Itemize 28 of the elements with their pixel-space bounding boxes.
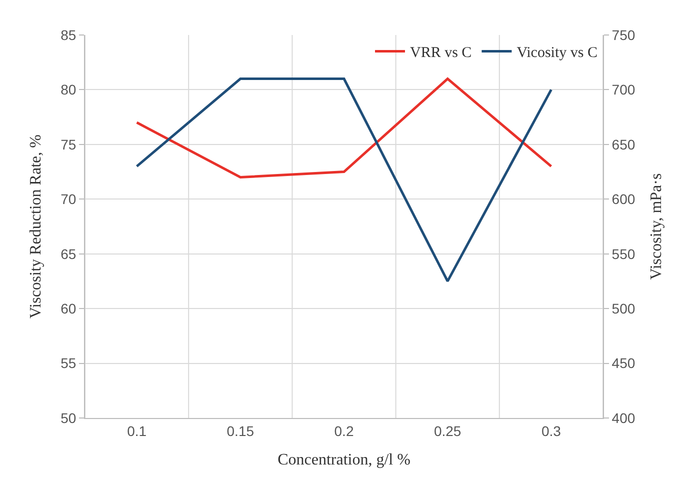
y2-tick-label: 750 <box>612 26 636 43</box>
y-tick-label: 75 <box>60 136 76 152</box>
y-tick-label: 85 <box>60 26 76 43</box>
y2-tick-label: 700 <box>612 82 636 98</box>
x-axis-title: Concentration, g/l % <box>278 452 410 468</box>
y2-tick-label: 550 <box>612 246 636 262</box>
y2-axis-title: Viscosity, mPa·s <box>648 173 666 280</box>
legend-label: VRR vs C <box>410 45 472 62</box>
y-tick-label: 80 <box>60 82 76 98</box>
y-tick-label: 55 <box>60 355 76 372</box>
legend-label: Vicosity vs C <box>516 45 598 62</box>
line-series <box>136 78 552 179</box>
x-tick-label: 0.15 <box>226 422 254 439</box>
x-tick-label: 0.1 <box>127 422 147 439</box>
y-tick-label: 70 <box>60 191 76 208</box>
y-tick-label: 50 <box>60 410 76 426</box>
x-tick-label: 0.2 <box>334 422 354 439</box>
x-tick-label: 0.25 <box>434 422 462 439</box>
line-series <box>136 78 552 282</box>
y-axis-title: Viscosity Reduction Rate, % <box>28 134 45 318</box>
y-tick-label: 60 <box>60 300 76 316</box>
x-tick-label: 0.3 <box>541 422 562 439</box>
y2-tick-label: 650 <box>612 136 636 152</box>
y2-tick-label: 400 <box>612 410 636 426</box>
y2-tick-label: 500 <box>612 300 636 316</box>
y-tick-label: 65 <box>60 246 76 262</box>
y2-tick-label: 450 <box>612 355 636 372</box>
y2-tick-label: 600 <box>612 191 636 208</box>
